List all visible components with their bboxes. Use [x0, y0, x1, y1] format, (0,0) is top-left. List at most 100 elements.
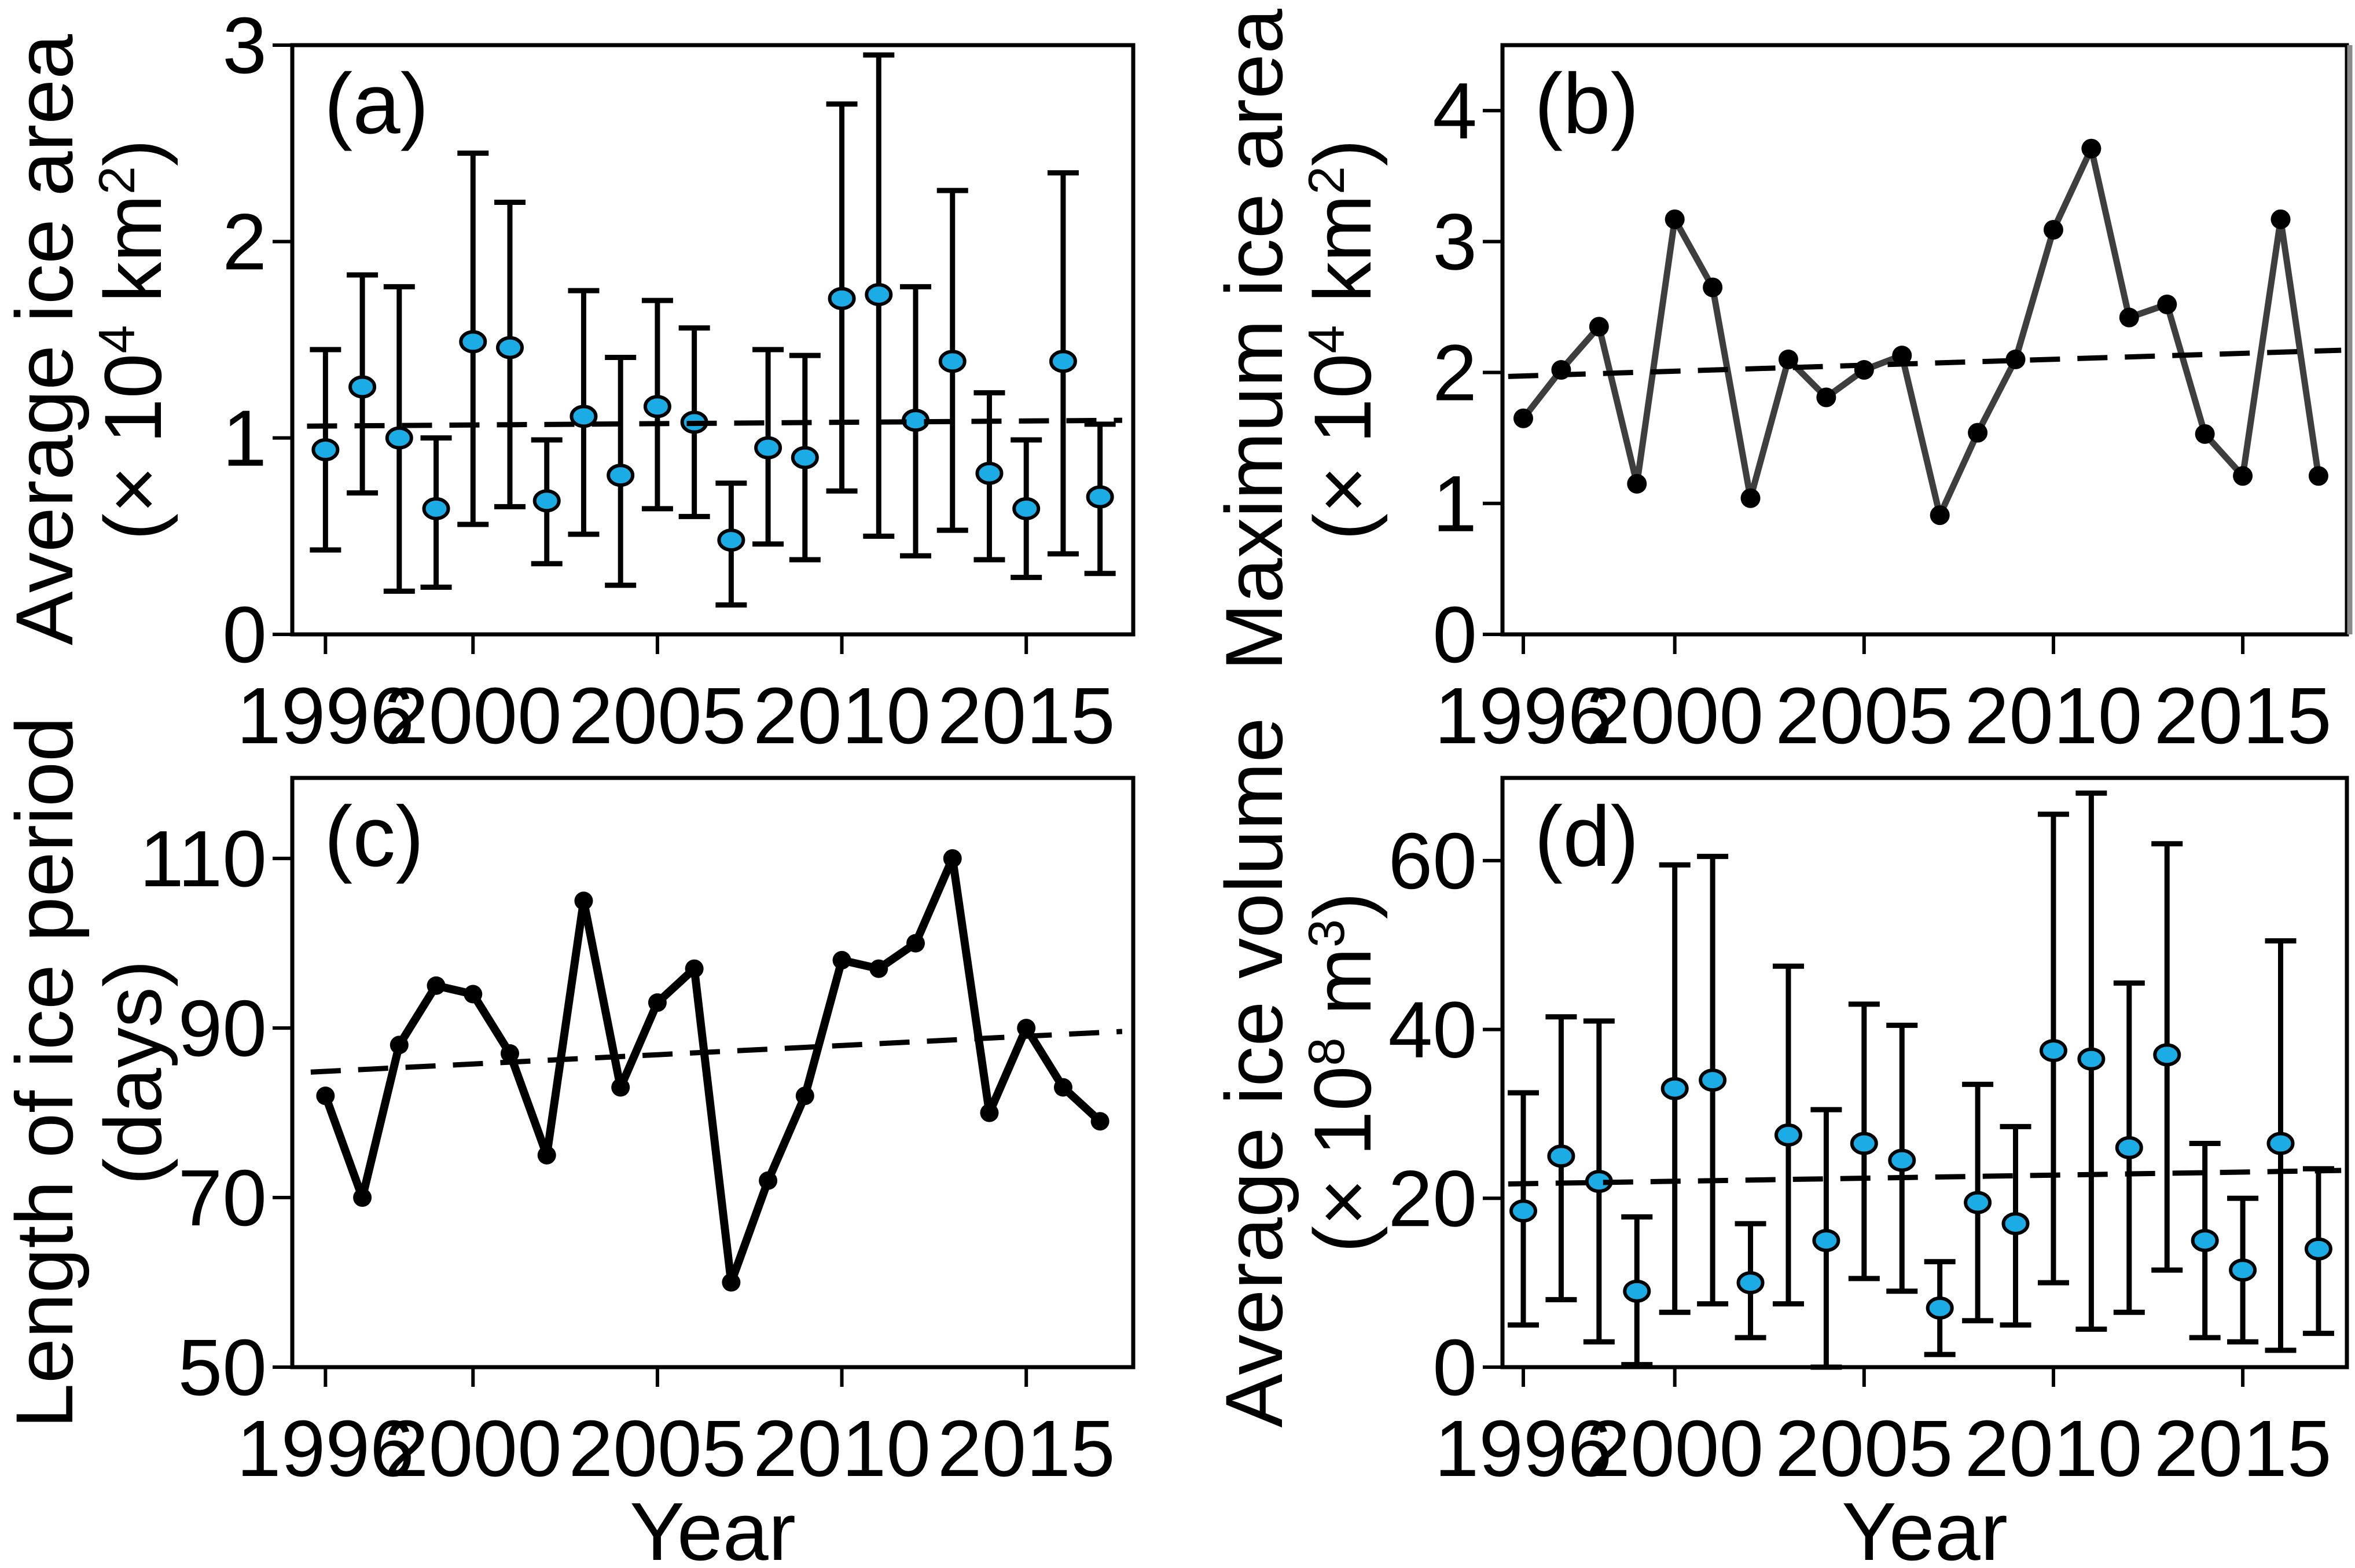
data-point-marker — [495, 336, 524, 359]
x-axis-title-d: Year — [1842, 1486, 2008, 1568]
data-point-marker — [2308, 466, 2328, 486]
x-tick-label: 2005 — [568, 671, 746, 761]
data-point-marker — [2304, 1237, 2332, 1261]
y-axis-unit: (× 108 m3) — [1297, 892, 1388, 1253]
data-point-marker — [1892, 346, 1912, 366]
data-point-marker — [537, 1145, 556, 1165]
data-point-marker — [754, 436, 782, 460]
y-tick-label: 3 — [1432, 197, 1477, 287]
data-point-marker — [980, 1103, 999, 1122]
trend-line — [1508, 347, 2342, 379]
data-point-marker — [2077, 1047, 2106, 1071]
data-point-marker — [1086, 485, 1114, 509]
x-tick-label: 2015 — [2154, 1404, 2332, 1493]
data-point-marker — [1627, 473, 1647, 494]
data-point-marker — [1774, 1123, 1802, 1147]
data-point-marker — [1850, 1132, 1878, 1155]
data-point-marker — [611, 1078, 630, 1097]
data-point-marker — [2195, 424, 2215, 444]
x-tick-label: 2010 — [1964, 1404, 2142, 1493]
x-tick-label: 2010 — [753, 1404, 931, 1493]
x-tick-label: 2005 — [1775, 671, 1953, 761]
data-point-marker — [869, 959, 888, 978]
x-tick-label: 2010 — [753, 671, 931, 761]
data-point-marker — [1736, 1271, 1765, 1295]
data-point-marker — [422, 497, 450, 520]
data-point-marker — [2043, 219, 2063, 240]
data-point-marker — [759, 1171, 778, 1190]
data-point-marker — [2115, 1136, 2143, 1159]
data-point-marker — [1888, 1148, 1916, 1172]
data-point-marker — [722, 1273, 741, 1292]
y-axis-title: Maximum ice area — [1208, 9, 1299, 671]
y-axis-unit: (days) — [87, 960, 178, 1185]
y-tick-label: 1 — [222, 394, 267, 483]
x-tick-label: 1996 — [237, 1404, 414, 1493]
x-tick-label: 1996 — [1434, 1404, 1612, 1493]
data-point-marker — [2081, 138, 2102, 159]
data-point-marker — [348, 375, 377, 399]
y-tick-label: 0 — [1432, 590, 1477, 680]
data-point-marker — [906, 934, 925, 953]
data-point-marker — [938, 350, 967, 373]
y-axis-title: Average ice area — [0, 34, 90, 645]
x-tick-label: 2015 — [938, 1404, 1115, 1493]
data-point-marker — [1053, 1078, 1072, 1097]
data-point-marker — [1968, 423, 1988, 443]
data-point-marker — [1513, 408, 1533, 428]
x-tick-label: 2000 — [1586, 1404, 1764, 1493]
plot-frame-d — [1500, 776, 2349, 1369]
x-axis-title-c: Year — [630, 1486, 796, 1568]
y-tick-label: 1 — [1432, 460, 1477, 549]
data-point-marker — [353, 1188, 372, 1207]
panel-label-a: (a) — [324, 56, 429, 152]
x-tick-label: 2015 — [938, 671, 1115, 761]
data-point-marker — [795, 1086, 814, 1106]
data-point-marker — [1778, 349, 1798, 369]
data-point-marker — [1699, 1068, 1727, 1092]
data-point-marker — [385, 426, 413, 450]
x-tick-label: 1996 — [1434, 671, 1612, 761]
data-point-marker — [574, 891, 593, 910]
series-line — [1520, 145, 2322, 519]
data-point-marker — [2233, 466, 2253, 486]
data-point-marker — [2271, 209, 2291, 229]
data-point-marker — [1017, 1019, 1036, 1038]
data-point-marker — [459, 330, 487, 354]
data-point-marker — [1930, 505, 1950, 526]
data-point-marker — [390, 1035, 409, 1055]
data-point-marker — [2119, 307, 2139, 328]
y-tick-label: 90 — [178, 984, 267, 1073]
data-point-marker — [791, 446, 819, 469]
y-axis-unit: (× 104 km2) — [1297, 139, 1388, 540]
data-point-marker — [865, 282, 893, 306]
data-point-marker — [943, 849, 962, 868]
data-point-marker — [1547, 1144, 1575, 1168]
data-point-marker — [532, 489, 561, 513]
x-tick-label: 2000 — [384, 1404, 562, 1493]
y-tick-label: 20 — [1388, 1154, 1478, 1243]
data-point-marker — [311, 438, 340, 462]
data-point-marker — [2157, 294, 2177, 314]
trend-line — [307, 417, 1122, 429]
data-point-marker — [1703, 277, 1723, 298]
data-point-marker — [427, 976, 446, 995]
y-tick-label: 60 — [1388, 817, 1478, 906]
y-tick-label: 2 — [222, 197, 267, 287]
data-point-marker — [1816, 387, 1836, 407]
y-tick-label: 110 — [139, 814, 267, 904]
data-point-marker — [2153, 1043, 2181, 1067]
data-point-marker — [1812, 1229, 1840, 1253]
data-point-marker — [2191, 1229, 2219, 1253]
data-point-marker — [1660, 1077, 1689, 1100]
y-tick-label: 50 — [178, 1323, 267, 1412]
data-point-marker — [1740, 488, 1761, 508]
data-point-marker — [464, 985, 483, 1004]
x-tick-label: 1996 — [237, 671, 414, 761]
x-tick-label: 2000 — [1586, 671, 1764, 761]
data-point-marker — [1964, 1191, 1992, 1214]
